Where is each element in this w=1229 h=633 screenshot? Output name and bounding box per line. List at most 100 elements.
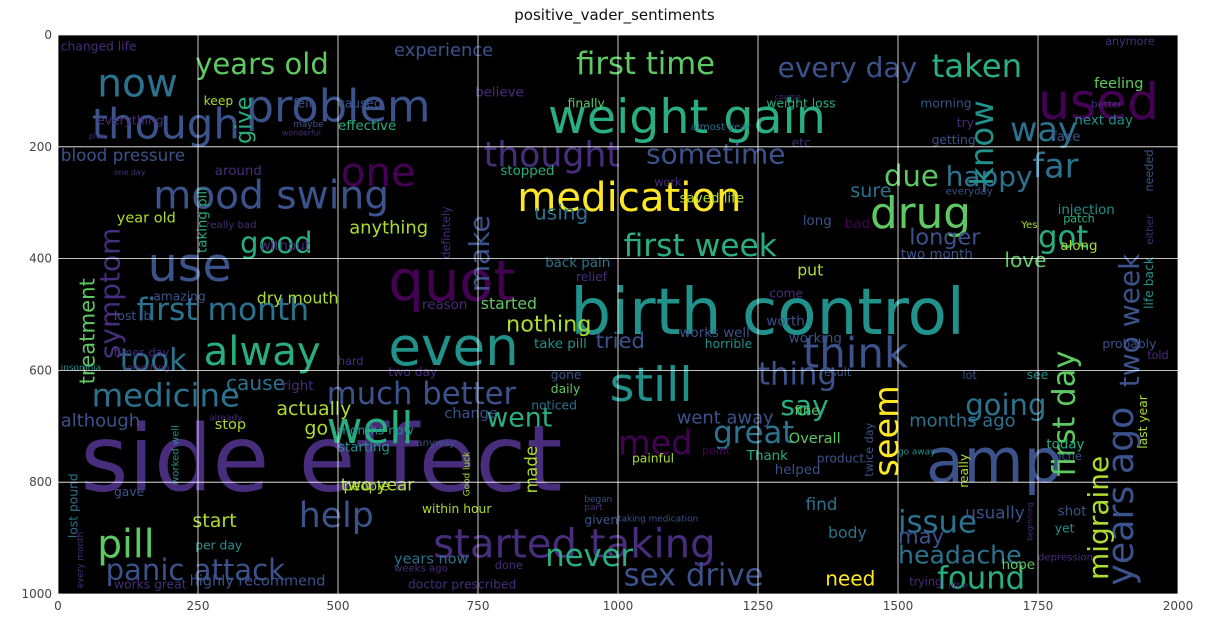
word-think: think [803, 329, 909, 378]
word-gave: gave [114, 485, 144, 499]
word-better: better [1091, 100, 1123, 111]
word-patch: patch [1063, 212, 1095, 225]
word-began: began [584, 495, 612, 505]
word-everything: everything [97, 113, 163, 127]
word-one-day: one day [114, 168, 146, 177]
word-needed: needed [1143, 150, 1156, 192]
word-good: good [240, 226, 313, 260]
word-insomnia: insomnia [61, 363, 101, 373]
word-everyday: everyday [946, 186, 993, 197]
chart-title: positive_vader_sentiments [514, 6, 715, 24]
word-fine: fine [794, 404, 819, 419]
y-tick-label: 0 [44, 28, 52, 42]
word-last-year: last year [1136, 394, 1150, 448]
word-twice-day: twice day [863, 422, 876, 476]
word-probably: probably [1102, 337, 1156, 351]
word-know: know [963, 100, 1001, 186]
word-medication: medication [517, 175, 741, 221]
word-wonderful: wonderful [282, 129, 321, 138]
word-starting: starting [338, 441, 390, 456]
word-result: result [820, 366, 852, 379]
word-nothing: nothing [506, 311, 592, 337]
word-stop: stop [215, 417, 246, 433]
word-thank: Thank [746, 449, 788, 464]
word-anyway: anyway [416, 438, 455, 449]
word-weight-loss: weight loss [766, 97, 835, 111]
word-life-back: life back [1142, 256, 1156, 309]
word-far: far [1032, 147, 1078, 186]
word-etc: etc [792, 136, 811, 150]
word-pill: pill [97, 523, 154, 568]
word-started-taking: started taking [433, 522, 715, 568]
word-either: either [1145, 214, 1156, 245]
word-give: give [231, 97, 257, 144]
word-thing: thing [758, 357, 837, 392]
word-drug: drug [870, 189, 971, 239]
word-birth-control: birth control [570, 275, 964, 350]
word-amp: amp [926, 425, 1063, 497]
word-go: go [304, 418, 328, 440]
word-gone: gone [551, 368, 582, 382]
x-tick-label: 0 [54, 599, 62, 613]
word-today: today [1046, 438, 1084, 453]
word-times-day: times day [114, 346, 170, 359]
word-overall: Overall [789, 431, 841, 447]
word-people: people [344, 480, 389, 495]
word-start: start [192, 510, 236, 532]
word-lost-pound: lost pound [67, 473, 81, 538]
word-years-now: years now [394, 551, 469, 567]
word-now: now [97, 62, 178, 107]
word-though: though [92, 99, 240, 148]
word-body: body [828, 523, 867, 542]
word-went-away: went away [677, 408, 774, 429]
x-tick-label: 750 [467, 599, 490, 613]
word-go-away: go away [898, 447, 935, 457]
word-every-day: every day [778, 51, 918, 84]
word-stopped: stopped [500, 164, 554, 179]
word-started: started [481, 294, 537, 313]
word-happy: happy [946, 160, 1033, 193]
word-quot: quot [388, 250, 515, 315]
word-two-day: two day [388, 365, 437, 379]
word-really: really [957, 454, 971, 488]
word-taking-pill: taking pill [195, 187, 210, 253]
word-using: using [534, 201, 588, 225]
word-seem: seem [867, 385, 906, 476]
word-help: help [299, 496, 374, 536]
word-lot: lot [962, 369, 977, 382]
word-horrible: horrible [705, 337, 752, 351]
word-much-better: much better [327, 377, 517, 412]
word-right: right [282, 379, 313, 394]
word-almost-year: almost year [691, 122, 752, 133]
word-found: found [937, 561, 1025, 596]
word-taken: taken [932, 47, 1023, 85]
word-per-day: per day [195, 538, 242, 552]
word-due: due [884, 159, 939, 193]
word-even: even [388, 316, 518, 378]
word-along: along [1060, 239, 1097, 254]
word-product: product [817, 452, 864, 466]
word-work: work [654, 176, 682, 189]
word-saved-life: saved life [680, 192, 745, 207]
word-helped: helped [775, 463, 821, 478]
word-experience: experience [394, 40, 493, 61]
word-mood-swing: mood swing [153, 173, 389, 218]
word-year-old: year old [117, 210, 176, 226]
word-going: going [965, 388, 1046, 422]
word-yet: yet [1055, 522, 1075, 536]
word-medicine: medicine [92, 377, 240, 415]
x-tick-label: 1750 [1023, 599, 1054, 613]
word-use: use [148, 238, 232, 293]
word-need: need [825, 567, 875, 591]
word-put: put [797, 260, 823, 279]
word-felt: felt [293, 97, 313, 111]
word-working: working [789, 332, 842, 347]
word-panic-attack: panic attack [106, 553, 286, 587]
word-believe: believe [475, 86, 524, 101]
word-well: well [327, 404, 414, 454]
word-shot: shot [1058, 505, 1087, 520]
word-longer: longer [909, 225, 981, 251]
word-worth: worth [766, 315, 804, 330]
word-face: face [1052, 130, 1081, 145]
word-depression: depression [1038, 553, 1093, 564]
